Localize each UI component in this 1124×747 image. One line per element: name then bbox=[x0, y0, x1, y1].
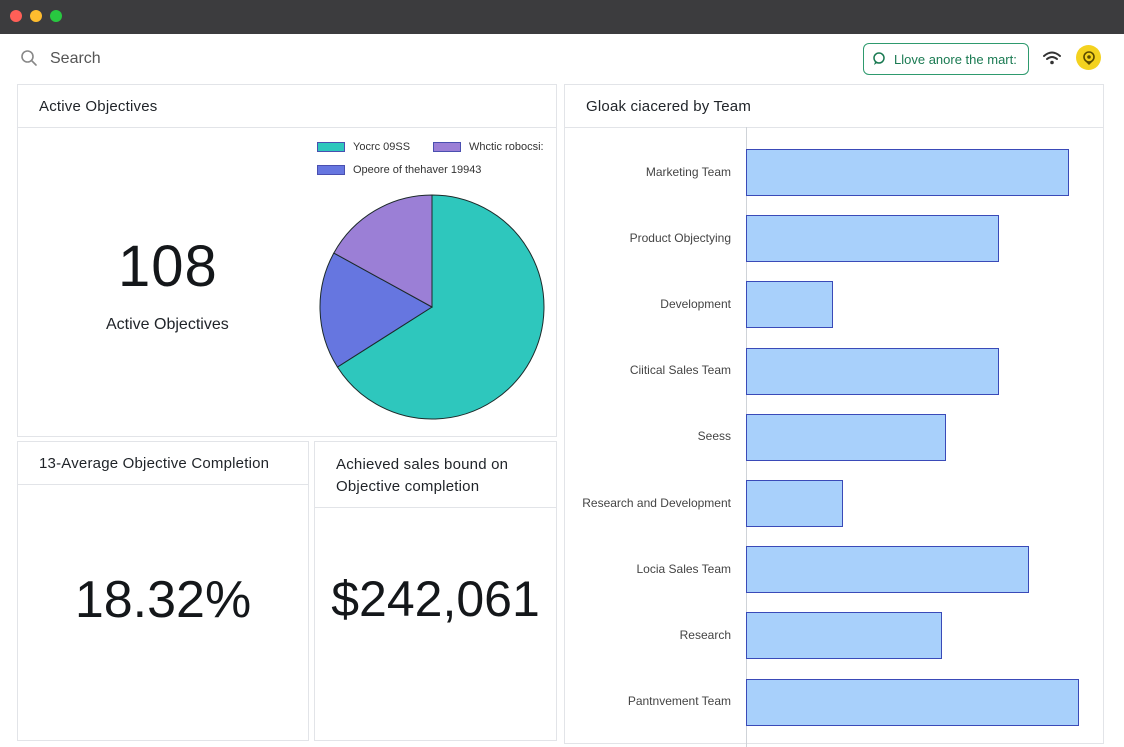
search-input[interactable] bbox=[40, 46, 340, 72]
pie-chart bbox=[319, 194, 545, 420]
team-chart-panel: Gloak ciacered by Team Marketing Team Pro… bbox=[564, 84, 1104, 747]
average-completion-title: 13-Average Objective Completion bbox=[18, 442, 308, 485]
pie-slice bbox=[336, 194, 545, 420]
active-objectives-value: 108 bbox=[118, 234, 218, 299]
sales-panel: Achieved sales bound on Objective comple… bbox=[314, 441, 557, 741]
search-icon bbox=[21, 50, 37, 66]
legend-label: Opeore of thehaver 19943 bbox=[353, 164, 482, 176]
bar bbox=[746, 347, 1000, 395]
bar-category-label: Research bbox=[679, 627, 731, 642]
bar-category-label: Pantnvement Team bbox=[627, 694, 731, 709]
maximize-window-button[interactable] bbox=[50, 10, 62, 22]
bar bbox=[746, 413, 946, 461]
bar bbox=[746, 281, 833, 329]
chat-bubble-icon bbox=[873, 52, 885, 65]
bar bbox=[746, 546, 1030, 594]
bar bbox=[746, 678, 1079, 726]
legend-swatch bbox=[317, 142, 345, 152]
bar bbox=[746, 149, 1069, 196]
promo-button-label: Llove anore the mart: bbox=[894, 51, 1017, 67]
bar bbox=[746, 612, 943, 660]
average-completion-panel: 13-Average Objective Completion 18.32% bbox=[17, 441, 309, 741]
active-objectives-panel: Active Objectives 108 Active Objectives … bbox=[17, 84, 557, 437]
active-objectives-title: Active Objectives bbox=[18, 85, 556, 128]
sales-value: $242,061 bbox=[331, 571, 540, 627]
bar-category-label: Locia Sales Team bbox=[636, 561, 732, 576]
bar-category-label: Seess bbox=[697, 429, 731, 444]
minimize-window-button[interactable] bbox=[30, 10, 42, 22]
pie-legend-item: Whctic robocsi: bbox=[433, 141, 544, 153]
bar-category-label: Product Objectying bbox=[629, 230, 731, 245]
user-avatar[interactable] bbox=[1076, 45, 1101, 70]
bar-category-label: Research and Development bbox=[582, 495, 731, 510]
promo-button[interactable]: Llove anore the mart: bbox=[863, 43, 1029, 75]
bar-category-label: Development bbox=[660, 296, 731, 311]
legend-label: Whctic robocsi: bbox=[469, 141, 544, 153]
active-objectives-label: Active Objectives bbox=[106, 316, 229, 333]
legend-swatch bbox=[317, 165, 345, 175]
legend-label: Yocrc 09SS bbox=[353, 141, 411, 153]
team-chart-title: Gloak ciacered by Team bbox=[565, 85, 1103, 128]
wifi-icon[interactable] bbox=[1042, 50, 1062, 66]
top-toolbar: Llove anore the mart: bbox=[0, 34, 1124, 84]
pie-slice bbox=[333, 194, 433, 308]
average-completion-value: 18.32% bbox=[74, 571, 252, 629]
bar bbox=[746, 215, 1000, 263]
location-pin-icon bbox=[1082, 50, 1095, 65]
close-window-button[interactable] bbox=[10, 10, 22, 22]
bar bbox=[746, 480, 843, 527]
bar-category-label: Marketing Team bbox=[645, 164, 731, 179]
sales-title: Achieved sales bound on Objective comple… bbox=[315, 442, 556, 508]
pie-slice bbox=[319, 252, 433, 368]
pie-legend-item: Opeore of thehaver 19943 bbox=[317, 164, 481, 176]
window-titlebar bbox=[0, 0, 1124, 34]
legend-swatch bbox=[433, 142, 461, 152]
bar-category-label: Ciitical Sales Team bbox=[629, 363, 731, 378]
pie-legend-item: Yocrc 09SS bbox=[317, 141, 410, 153]
